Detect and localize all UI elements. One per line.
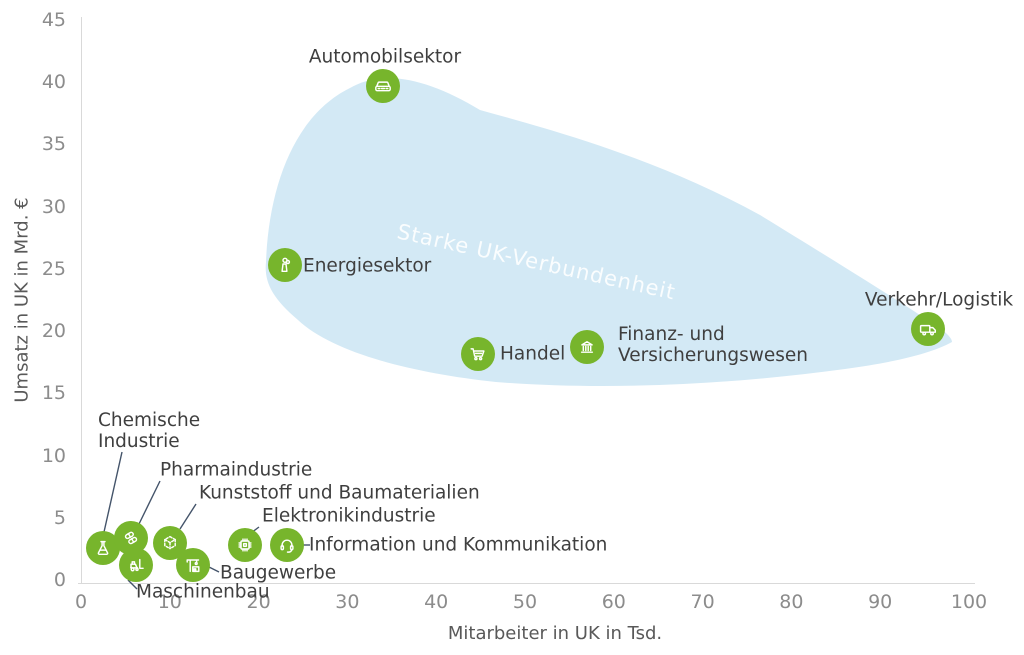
x-tick-label: 100 bbox=[950, 591, 988, 613]
flask-icon bbox=[97, 540, 109, 555]
point-label-kunststoff: Kunststoff und Baumaterialien bbox=[199, 483, 480, 504]
x-tick-label: 70 bbox=[690, 591, 715, 613]
blob-shape bbox=[265, 78, 953, 386]
point-label-line: Industrie bbox=[98, 431, 180, 452]
point-bubble-information bbox=[270, 528, 305, 563]
point-label-line: Automobilsektor bbox=[308, 46, 462, 68]
y-tick-label: 15 bbox=[41, 382, 66, 405]
y-tick-label: 20 bbox=[41, 320, 66, 343]
point-label-verkehr: Verkehr/Logistik bbox=[865, 290, 1013, 311]
point-label-line: Verkehr/Logistik bbox=[864, 289, 1014, 311]
x-tick-label: 60 bbox=[601, 591, 626, 613]
point-label-line: Information und Kommunikation bbox=[309, 534, 608, 556]
point-label-line: Energiesektor bbox=[303, 255, 432, 277]
point-label-line: Maschinenbau bbox=[136, 581, 270, 603]
point-label-line: Kunststoff und Baumaterialien bbox=[199, 482, 480, 504]
shopping-cart-icon bbox=[470, 347, 485, 360]
point-bubble-verkehr bbox=[911, 311, 946, 346]
x-tick-label: 50 bbox=[512, 591, 538, 613]
x-tick-label: 40 bbox=[424, 591, 449, 613]
cube-icon bbox=[163, 535, 176, 549]
point-label-information: Information und Kommunikation bbox=[309, 535, 607, 556]
bank-icon bbox=[581, 341, 594, 354]
power-plant-icon bbox=[281, 257, 291, 273]
point-label-chemische: Chemische Industrie bbox=[98, 410, 200, 452]
point-bubble-handel bbox=[460, 336, 495, 371]
point-bubble-finanz bbox=[570, 330, 605, 365]
point-label-elektronik: Elektronikindustrie bbox=[262, 506, 436, 527]
point-label-baugewerbe: Baugewerbe bbox=[220, 563, 336, 584]
x-tick-label: 90 bbox=[868, 591, 893, 613]
point-label-line: Finanz- und bbox=[618, 324, 725, 345]
x-tick-label: 80 bbox=[779, 591, 804, 613]
point-label-handel: Handel bbox=[500, 344, 565, 365]
point-label-finanz: Finanz- und Versicherungswesen bbox=[618, 324, 808, 366]
x-tick-label: 20 bbox=[246, 591, 271, 613]
point-label-maschinenbau: Maschinenbau bbox=[136, 582, 270, 603]
point-label-line: Elektronikindustrie bbox=[262, 505, 436, 527]
point-label-line: Handel bbox=[500, 343, 566, 365]
y-tick-label: 40 bbox=[41, 71, 66, 94]
point-label-line: Chemische bbox=[98, 410, 201, 431]
x-axis-title: Mitarbeiter in UK in Tsd. bbox=[447, 623, 663, 644]
forklift-icon bbox=[130, 558, 144, 572]
y-tick-label: 5 bbox=[53, 506, 66, 529]
chip-icon bbox=[238, 538, 252, 552]
point-bubble-automobilsektor bbox=[365, 68, 400, 103]
point-label-line: Baugewerbe bbox=[220, 562, 337, 584]
point-bubble-energiesektor bbox=[268, 248, 303, 283]
truck-icon bbox=[920, 324, 937, 336]
x-tick-label: 0 bbox=[74, 591, 88, 613]
point-bubble-maschinenbau bbox=[119, 548, 154, 583]
point-bubble-baugewerbe bbox=[175, 548, 210, 583]
y-tick-label: 35 bbox=[41, 133, 66, 156]
x-tick-label: 30 bbox=[335, 591, 360, 613]
point-label-automobilsektor: Automobilsektor bbox=[309, 47, 461, 68]
y-axis-line bbox=[81, 17, 82, 583]
y-tick-label: 45 bbox=[41, 9, 66, 31]
y-tick-label: 0 bbox=[53, 569, 66, 591]
point-label-energiesektor: Energiesektor bbox=[303, 256, 431, 277]
x-tick-label: 10 bbox=[157, 591, 182, 613]
point-label-line: Versicherungswesen bbox=[618, 345, 808, 366]
y-tick-label: 30 bbox=[41, 195, 66, 218]
headset-icon bbox=[280, 539, 294, 553]
point-label-line: Pharmaindustrie bbox=[160, 459, 313, 481]
y-axis-title: Umsatz in UK in Mrd. € bbox=[11, 197, 33, 403]
x-axis-line bbox=[78, 583, 975, 584]
pills-icon bbox=[124, 531, 137, 544]
point-bubble-elektronik bbox=[228, 528, 263, 563]
crane-icon bbox=[186, 559, 200, 573]
car-icon bbox=[374, 81, 391, 92]
y-tick-label: 10 bbox=[41, 444, 66, 467]
point-label-pharma: Pharmaindustrie bbox=[160, 460, 312, 481]
y-tick-label: 25 bbox=[41, 257, 66, 280]
